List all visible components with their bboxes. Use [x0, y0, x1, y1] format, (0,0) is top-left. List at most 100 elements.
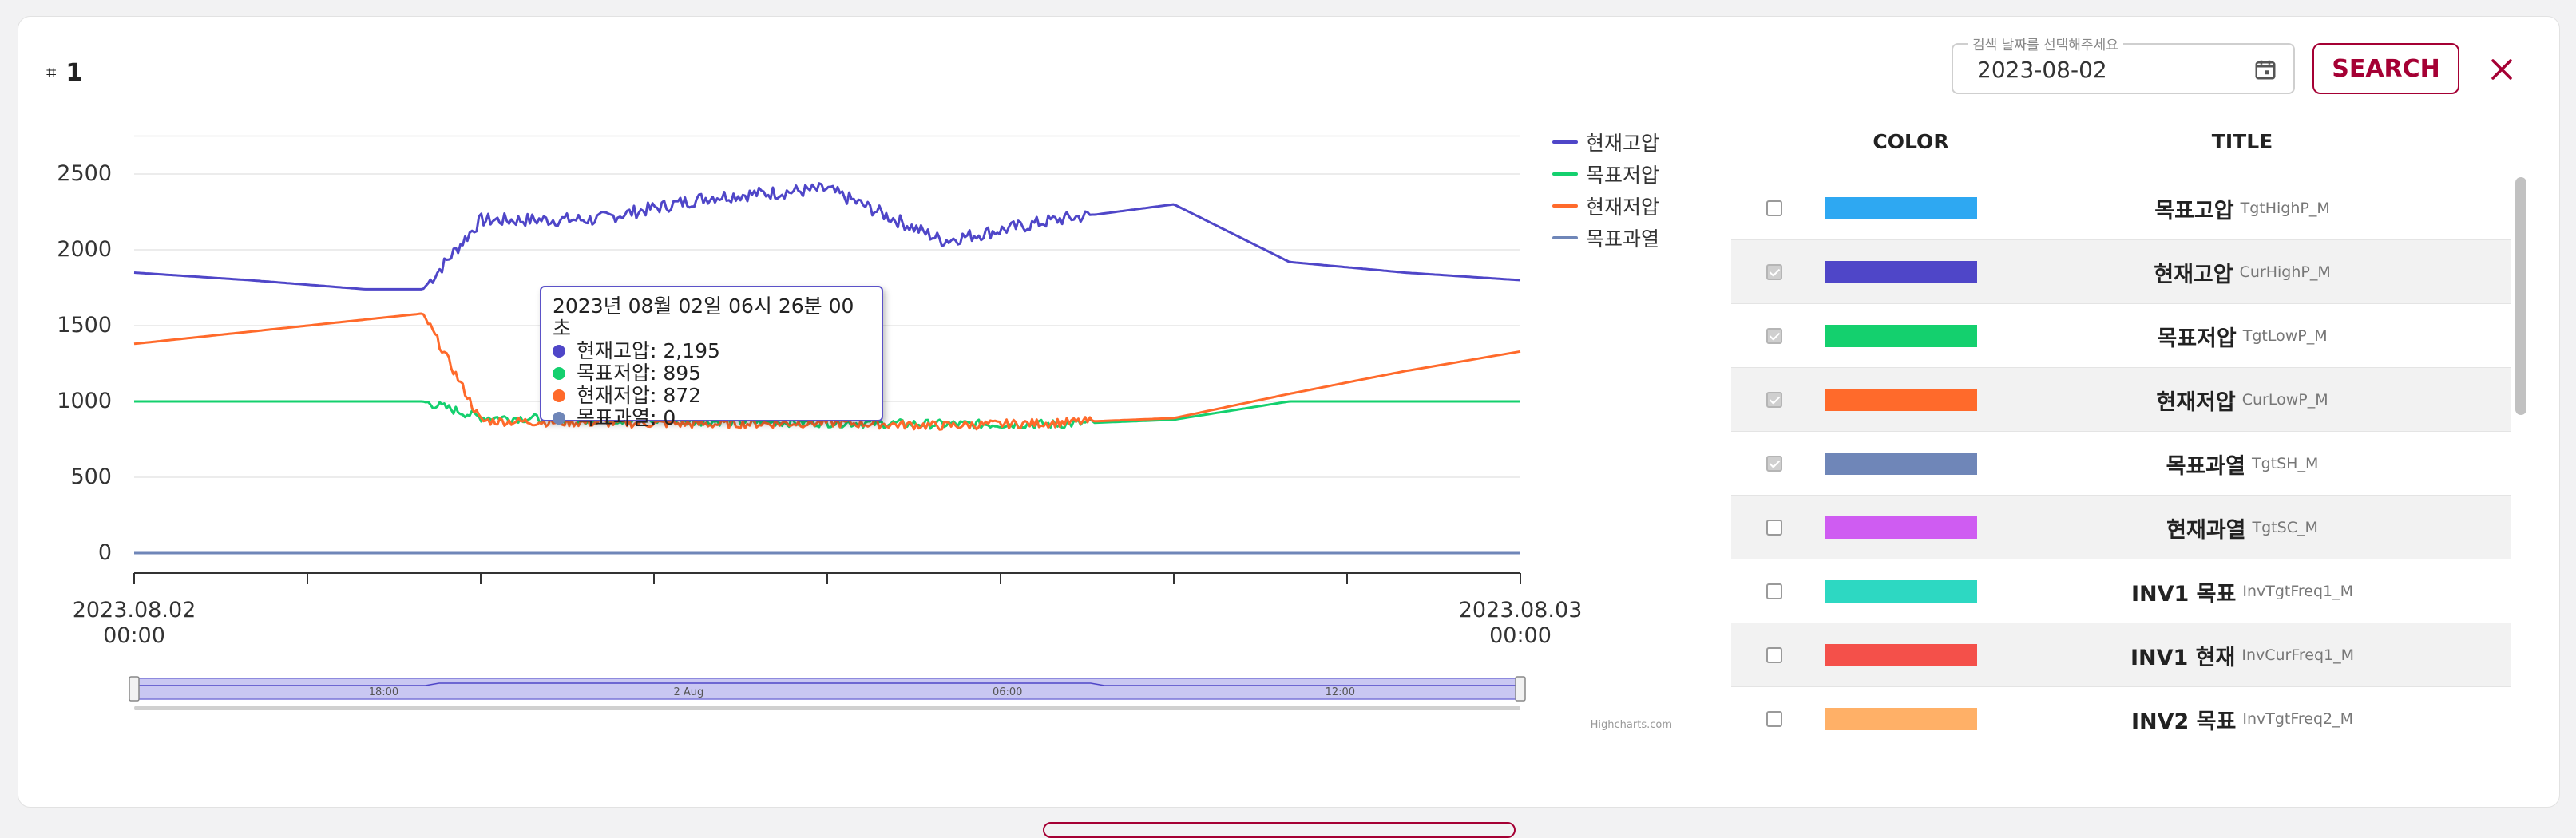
column-header-title: TITLE	[2211, 130, 2273, 153]
series-name: 목표과열	[2166, 453, 2245, 479]
series-line-0	[133, 182, 1521, 291]
tooltip-text: 목표과열: 0	[577, 406, 676, 429]
table-row[interactable]: INV2 목표 InvTgtFreq2_M	[1731, 686, 2511, 750]
tooltip-dot	[553, 389, 565, 402]
row-checkbox[interactable]	[1766, 583, 1782, 599]
row-title: INV1 현재 InvCurFreq1_M	[1995, 623, 2490, 687]
table-row[interactable]: 현재과열 TgtSC_M	[1731, 495, 2511, 559]
table-row[interactable]: INV1 목표 InvTgtFreq1_M	[1731, 559, 2511, 623]
row-title: 목표고압 TgtHighP_M	[1995, 176, 2490, 240]
table-row[interactable]: 현재고압 CurHighP_M	[1731, 239, 2511, 303]
legend-label: 목표과열	[1586, 227, 1660, 251]
series-name: 현재과열	[2166, 517, 2246, 543]
series-name: INV1 현재	[2130, 645, 2236, 670]
legend-label: 현재고압	[1586, 132, 1660, 155]
color-swatch	[1825, 325, 1977, 347]
color-swatch	[1825, 453, 1977, 475]
row-checkbox[interactable]	[1766, 328, 1782, 344]
chart-tooltip: 2023년 08월 02일 06시 26분 00초 현재고압: 2,195 목표…	[540, 286, 883, 429]
bottom-button[interactable]	[1043, 822, 1516, 838]
legend-swatch	[1552, 172, 1578, 176]
x-start-label-time: 00:00	[103, 623, 165, 648]
y-tick-label: 2000	[57, 237, 112, 262]
close-icon[interactable]	[2482, 49, 2522, 89]
hash-icon: ⌗	[46, 63, 57, 83]
series-code: CurHighP_M	[2239, 263, 2331, 281]
series-code: TgtSH_M	[2252, 455, 2319, 472]
navigator-label: 06:00	[993, 686, 1022, 698]
x-end-label-time: 00:00	[1489, 623, 1552, 648]
x-start-label-date: 2023.08.02	[73, 598, 196, 623]
tooltip-dot	[553, 367, 565, 380]
navigator-series	[134, 682, 1520, 686]
row-checkbox[interactable]	[1766, 392, 1782, 408]
tooltip-row: 목표저압: 895	[553, 362, 870, 385]
date-picker-value[interactable]: 2023-08-02	[1977, 57, 2107, 83]
y-tick-label: 500	[70, 464, 112, 489]
series-name: 목표저압	[2157, 326, 2237, 351]
navigator-label: 2 Aug	[674, 686, 704, 698]
series-name: INV2 목표	[2130, 709, 2237, 734]
legend-item-3[interactable]: 목표과열	[1552, 222, 1659, 254]
color-swatch	[1825, 516, 1977, 539]
range-navigator[interactable]: 18:00 2 Aug 06:00 12:00	[129, 676, 1526, 710]
tooltip-text: 현재저압: 872	[577, 384, 702, 407]
row-title: 목표저압 TgtLowP_M	[1995, 304, 2490, 368]
table-scrollbar[interactable]	[2515, 177, 2526, 415]
row-checkbox[interactable]	[1766, 647, 1782, 663]
table-row[interactable]: 목표고압 TgtHighP_M	[1731, 176, 2511, 239]
row-title: 현재고압 CurHighP_M	[1995, 240, 2490, 304]
legend-item-2[interactable]: 현재저압	[1552, 190, 1659, 222]
tooltip-dot	[553, 412, 565, 425]
series-name: INV1 목표	[2130, 581, 2237, 607]
tooltip-row: 현재저압: 872	[553, 385, 870, 407]
card-title-text: 1	[65, 59, 83, 87]
navigator-handle-right	[1515, 676, 1526, 702]
tooltip-text: 목표저압: 895	[577, 362, 702, 385]
x-end-label-date: 2023.08.03	[1459, 598, 1583, 623]
table-row[interactable]: 목표과열 TgtSH_M	[1731, 431, 2511, 495]
row-checkbox[interactable]	[1766, 200, 1782, 216]
row-title: INV2 목표 InvTgtFreq2_M	[1995, 687, 2490, 751]
series-code: InvTgtFreq2_M	[2242, 710, 2354, 728]
navigator-handle-left	[129, 676, 140, 702]
series-line-1	[134, 400, 1520, 430]
legend-label: 목표저압	[1586, 164, 1660, 187]
color-swatch	[1825, 580, 1977, 603]
series-name: 현재고압	[2154, 262, 2233, 287]
row-title: 목표과열 TgtSH_M	[1995, 432, 2490, 496]
color-swatch	[1825, 644, 1977, 666]
legend-swatch	[1552, 236, 1578, 239]
column-header-color: COLOR	[1873, 130, 1949, 153]
series-code: CurLowP_M	[2241, 391, 2328, 409]
series-name: 목표고압	[2154, 198, 2234, 223]
tooltip-row: 현재고압: 2,195	[553, 340, 870, 362]
navigator-label: 12:00	[1326, 686, 1355, 698]
table-header: COLOR TITLE	[1731, 120, 2511, 176]
legend-swatch	[1552, 204, 1578, 208]
row-checkbox[interactable]	[1766, 520, 1782, 536]
table-row[interactable]: 목표저압 TgtLowP_M	[1731, 303, 2511, 367]
date-picker[interactable]: 검색 날짜를 선택해주세요 2023-08-02	[1952, 34, 2295, 94]
series-table: COLOR TITLE 목표고압 TgtHighP_M 현재고압 CurHighP_…	[1731, 120, 2511, 766]
legend-item-1[interactable]: 목표저압	[1552, 158, 1659, 190]
tooltip-header: 2023년 08월 02일 06시 26분 00초	[553, 294, 854, 340]
series-code: InvCurFreq1_M	[2241, 646, 2355, 664]
table-row[interactable]: INV1 현재 InvCurFreq1_M	[1731, 623, 2511, 686]
series-code: TgtLowP_M	[2242, 327, 2328, 345]
color-swatch	[1825, 708, 1977, 730]
table-row[interactable]: 현재저압 CurLowP_M	[1731, 367, 2511, 431]
row-checkbox[interactable]	[1766, 711, 1782, 727]
navigator-range	[133, 678, 1521, 700]
legend-item-0[interactable]: 현재고압	[1552, 126, 1659, 158]
search-button[interactable]: SEARCH	[2312, 43, 2459, 94]
card-title: ⌗ 1	[46, 59, 82, 87]
y-tick-label: 1500	[57, 313, 112, 338]
row-title: 현재저압 CurLowP_M	[1995, 368, 2490, 432]
color-swatch	[1825, 389, 1977, 411]
row-checkbox[interactable]	[1766, 456, 1782, 472]
color-swatch	[1825, 261, 1977, 283]
navigator-scrollbar	[134, 706, 1520, 710]
row-checkbox[interactable]	[1766, 264, 1782, 280]
calendar-icon[interactable]	[2253, 57, 2277, 81]
